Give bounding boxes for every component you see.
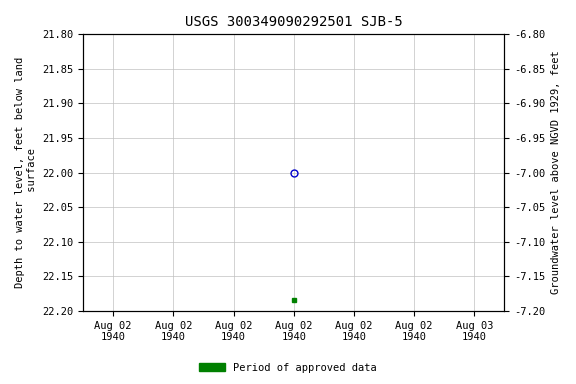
Title: USGS 300349090292501 SJB-5: USGS 300349090292501 SJB-5	[185, 15, 403, 29]
Y-axis label: Groundwater level above NGVD 1929, feet: Groundwater level above NGVD 1929, feet	[551, 51, 561, 295]
Legend: Period of approved data: Period of approved data	[195, 359, 381, 377]
Y-axis label: Depth to water level, feet below land
 surface: Depth to water level, feet below land su…	[15, 57, 37, 288]
